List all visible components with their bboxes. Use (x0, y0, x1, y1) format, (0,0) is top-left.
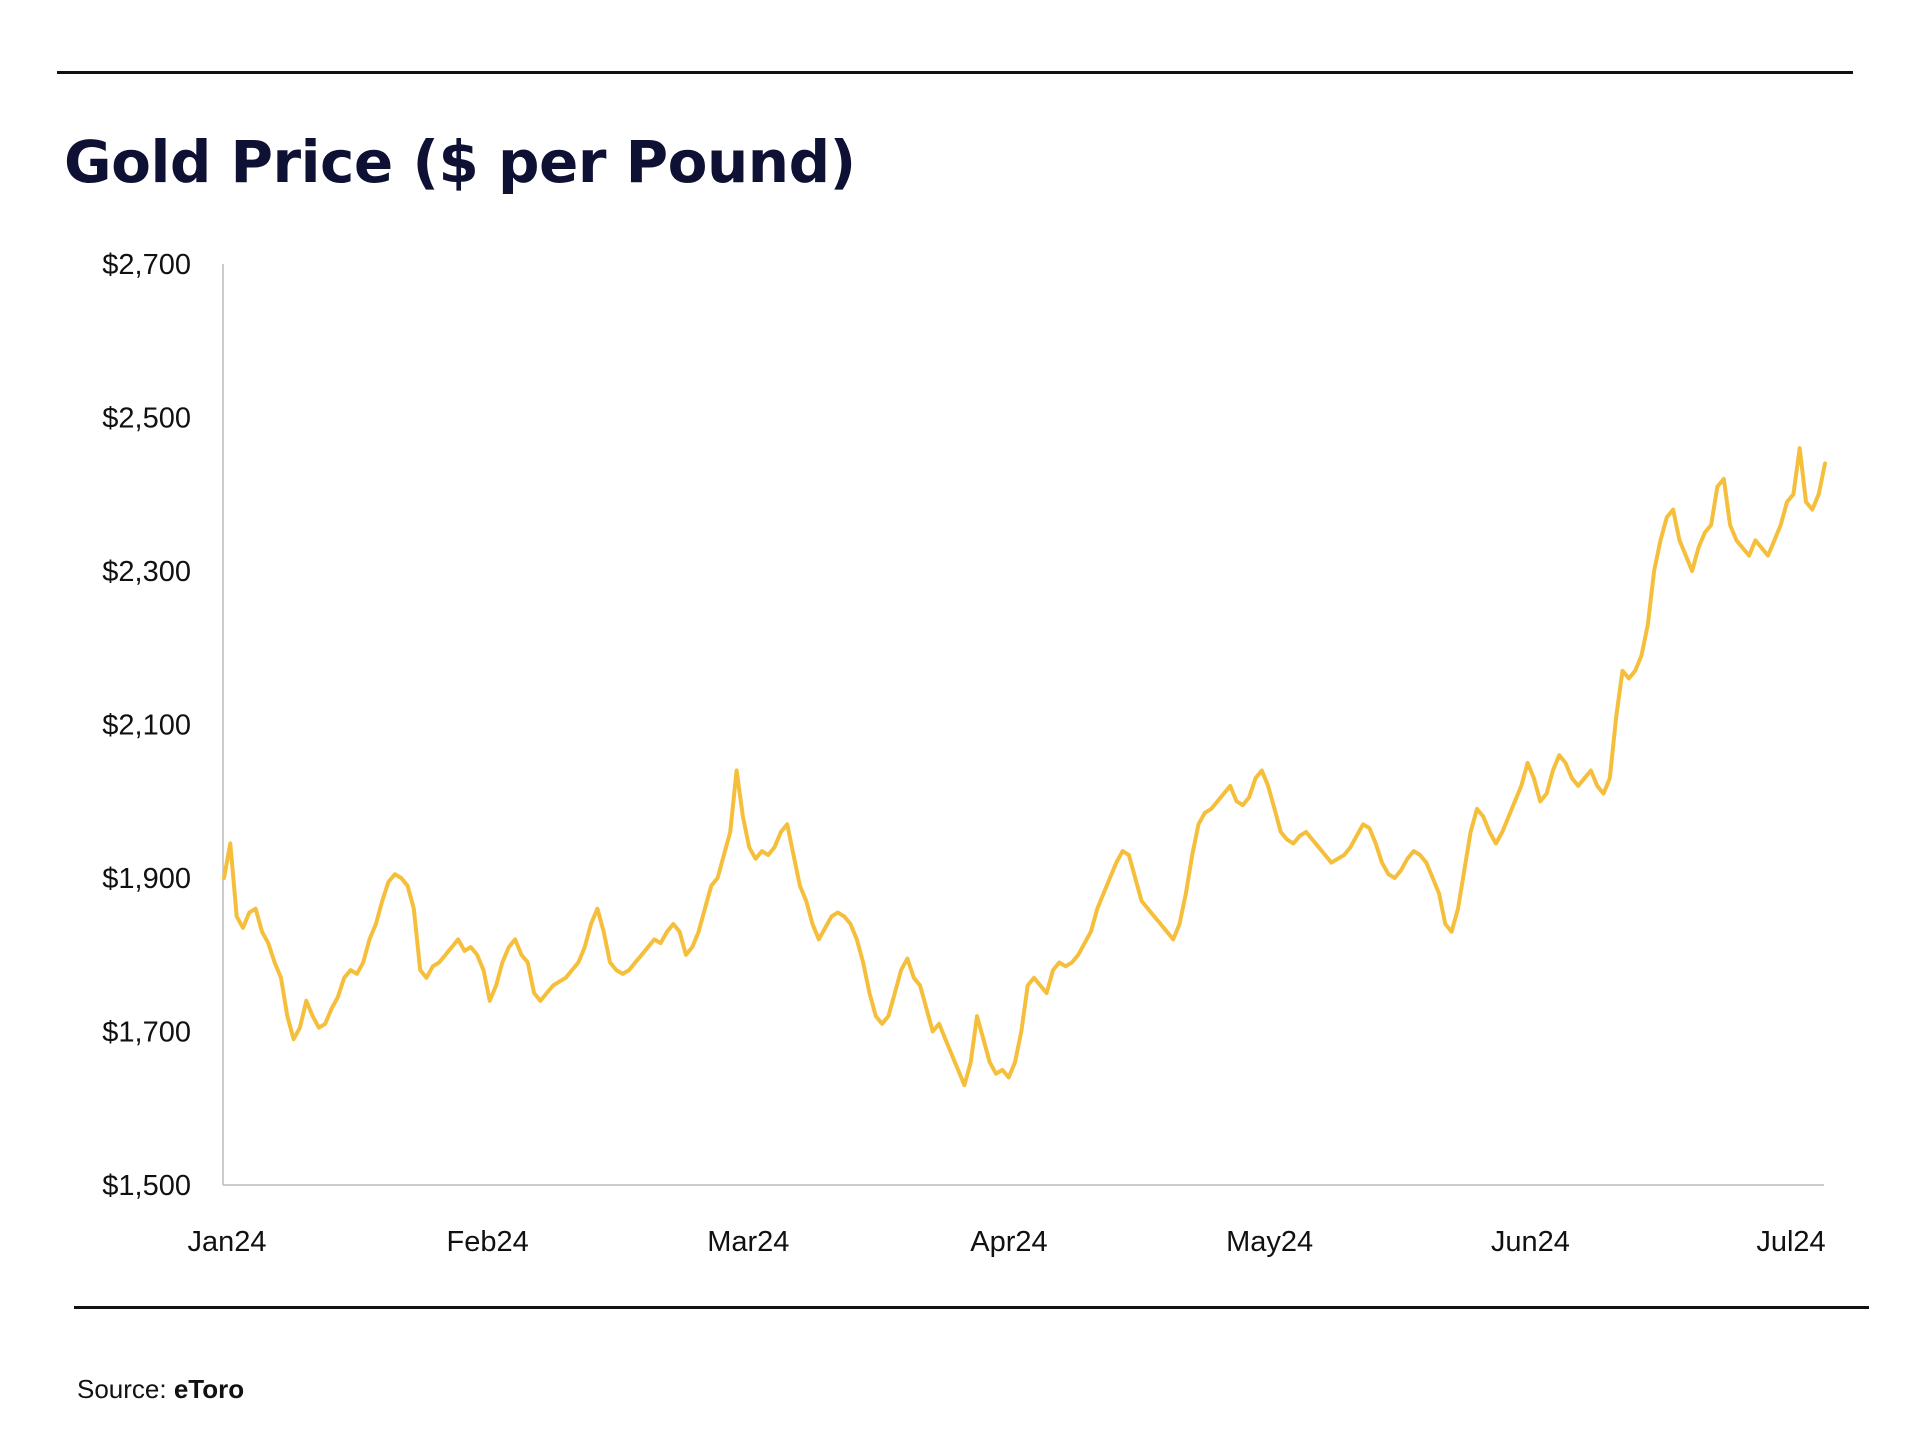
x-tick-label: Jul24 (1756, 1226, 1825, 1258)
series-line-gold-price (222, 446, 1827, 1088)
top-divider (57, 71, 1853, 74)
y-tick-label: $2,100 (102, 710, 191, 742)
y-tick-label: $1,900 (102, 863, 191, 895)
chart-title: Gold Price ($ per Pound) (64, 128, 856, 196)
source-name: eToro (173, 1374, 245, 1404)
x-tick-label: May24 (1226, 1226, 1313, 1258)
y-tick-label: $2,700 (102, 249, 191, 281)
x-tick-label: Apr24 (970, 1226, 1047, 1258)
source-label: Source: (77, 1374, 167, 1404)
x-tick-label: Mar24 (707, 1226, 789, 1258)
x-tick-label: Jan24 (187, 1226, 266, 1258)
x-axis-ticks: Jan24 Feb24 Mar24 Apr24 May24 Jun24 Jul24 (187, 1226, 1825, 1258)
source-note: Source: eToro (77, 1374, 244, 1405)
y-tick-label: $1,500 (102, 1170, 191, 1202)
y-axis-ticks: $1,500 $1,700 $1,900 $2,100 $2,300 $2,500 $2,7… (102, 249, 191, 1202)
bottom-divider (74, 1306, 1869, 1309)
x-tick-label: Feb24 (447, 1226, 529, 1258)
y-tick-label: $2,300 (102, 556, 191, 588)
y-tick-label: $2,500 (102, 403, 191, 435)
x-tick-label: Jun24 (1491, 1226, 1570, 1258)
y-tick-label: $1,700 (102, 1017, 191, 1049)
